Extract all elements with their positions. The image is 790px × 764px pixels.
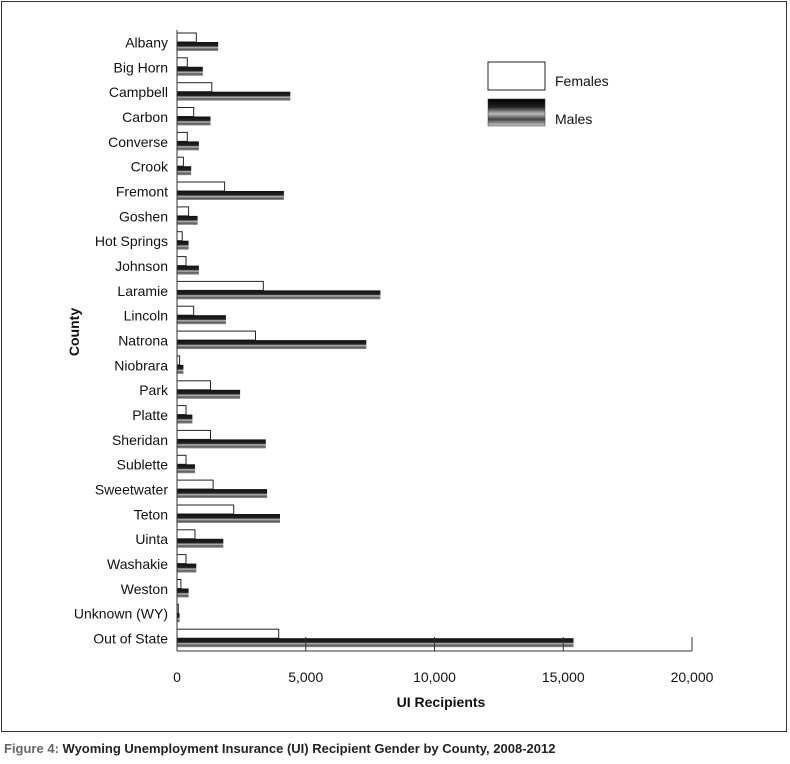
x-tick-label-4: 20,000: [671, 669, 714, 685]
y-axis-title: County: [66, 308, 82, 356]
bar-males-19: [177, 514, 280, 523]
bar-males-10: [177, 290, 381, 300]
x-tick-label-1: 5,000: [288, 669, 323, 685]
bar-chart: Albany Big Horn Campbell Carbon Converse Croo…: [66, 30, 714, 710]
y-tick-label-4: Converse: [108, 134, 168, 150]
y-tick-label-24: Out of State: [93, 631, 168, 647]
y-tick-label-10: Laramie: [117, 283, 168, 299]
bar-females-19: [176, 504, 235, 515]
y-tick-label-22: Weston: [121, 581, 168, 597]
bar-females-21: [176, 554, 187, 565]
figure-label: Figure 4:: [4, 741, 59, 756]
bar-males-0: [177, 42, 219, 51]
bar-females-15: [176, 405, 187, 416]
bar-males-12: [177, 340, 367, 350]
bar-males-8: [177, 240, 189, 250]
bar-females-17: [176, 454, 187, 465]
y-tick-label-19: Teton: [134, 506, 168, 522]
bar-females-9: [176, 256, 187, 267]
x-tick-label-3: 15,000: [542, 669, 585, 685]
y-tick-label-5: Crook: [131, 159, 169, 175]
y-tick-label-15: Platte: [132, 407, 168, 423]
y-tick-label-2: Campbell: [109, 84, 168, 100]
legend-label-females: Females: [555, 73, 609, 89]
y-tick-label-12: Natrona: [118, 333, 168, 349]
bar-males-9: [177, 265, 199, 275]
bar-females-10: [176, 280, 264, 291]
bar-males-22: [177, 588, 189, 598]
bar-males-17: [177, 464, 195, 474]
bar-males-23: [177, 613, 180, 623]
legend-swatch-females: [487, 61, 546, 91]
bar-males-14: [177, 389, 241, 399]
x-tick-label-2: 10,000: [413, 669, 456, 685]
bar-females-11: [176, 305, 195, 316]
bar-males-18: [177, 489, 268, 499]
bar-females-12: [176, 330, 256, 341]
y-tick-label-8: Hot Springs: [95, 233, 168, 249]
y-tick-label-1: Big Horn: [114, 59, 168, 75]
bar-males-20: [177, 538, 224, 548]
bar-females-16: [176, 429, 211, 440]
bar-females-5: [176, 156, 184, 167]
bar-females-7: [176, 206, 190, 217]
bar-males-15: [177, 414, 193, 424]
x-axis-title: UI Recipients: [397, 694, 486, 710]
y-tick-label-18: Sweetwater: [95, 482, 168, 498]
bar-males-6: [177, 191, 284, 200]
y-tick-label-3: Carbon: [122, 109, 168, 125]
bar-females-4: [176, 131, 188, 142]
bar-females-22: [176, 579, 182, 589]
bar-males-1: [177, 66, 203, 76]
bar-males-16: [177, 439, 266, 449]
bar-males-11: [177, 315, 226, 325]
bar-females-0: [176, 32, 197, 43]
bar-males-21: [177, 563, 197, 573]
bar-females-2: [176, 82, 213, 93]
figure-caption-text: Wyoming Unemployment Insurance (UI) Reci…: [62, 741, 556, 756]
y-tick-label-6: Fremont: [116, 184, 168, 200]
y-tick-label-23: Unknown (WY): [74, 606, 168, 622]
bar-males-24: [177, 638, 574, 648]
figure-caption: Figure 4: Wyoming Unemployment Insurance…: [4, 741, 555, 756]
bar-males-7: [177, 215, 198, 225]
bar-females-3: [176, 107, 195, 117]
legend-label-males: Males: [555, 111, 592, 127]
bar-females-1: [176, 57, 188, 68]
bar-males-3: [177, 116, 211, 126]
bar-males-13: [177, 364, 184, 374]
x-tick-label-0: 0: [173, 669, 181, 685]
y-tick-label-0: Albany: [125, 34, 168, 50]
y-tick-label-7: Goshen: [119, 208, 168, 224]
legend-swatch-males: [487, 98, 546, 127]
y-tick-label-20: Uinta: [135, 531, 168, 547]
y-tick-label-21: Washakie: [107, 556, 168, 572]
bar-females-14: [176, 380, 211, 391]
bar-males-5: [177, 166, 192, 176]
y-tick-label-13: Niobrara: [114, 357, 168, 373]
bar-females-24: [176, 628, 280, 639]
y-tick-label-14: Park: [139, 382, 169, 398]
legend: Females Males: [487, 61, 609, 127]
bar-females-18: [176, 479, 214, 490]
chart-frame: [1, 1, 787, 732]
bar-males-4: [177, 141, 199, 151]
bar-females-20: [176, 529, 196, 540]
bar-females-6: [176, 181, 226, 192]
y-tick-label-16: Sheridan: [112, 432, 168, 448]
y-tick-label-11: Lincoln: [124, 308, 168, 324]
bar-males-2: [177, 91, 291, 101]
bar-females-8: [176, 231, 183, 242]
y-tick-label-17: Sublette: [117, 457, 169, 473]
y-tick-label-9: Johnson: [115, 258, 168, 274]
